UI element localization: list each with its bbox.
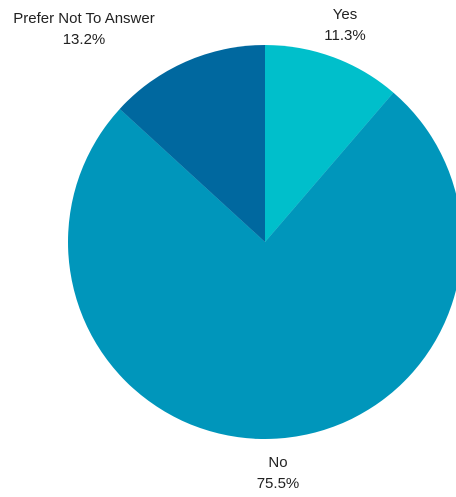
pie-labels: Yes 11.3% No 75.5% Prefer Not To Answer 13.2% bbox=[13, 6, 365, 492]
pie-slice-prefer-not-to-answer bbox=[119, 45, 266, 242]
slice-label-yes: Yes bbox=[333, 6, 357, 23]
slice-label-no: No bbox=[268, 454, 287, 471]
slice-label-prefer-not-to-answer: Prefer Not To Answer bbox=[13, 10, 154, 27]
slice-value-prefer-not-to-answer: 13.2% bbox=[63, 31, 106, 48]
slice-value-yes: 11.3% bbox=[324, 27, 365, 44]
slice-value-no: 75.5% bbox=[257, 475, 300, 492]
pie-slice-yes bbox=[265, 45, 394, 242]
pie-slices bbox=[68, 45, 456, 439]
pie-slice-no bbox=[68, 92, 456, 439]
